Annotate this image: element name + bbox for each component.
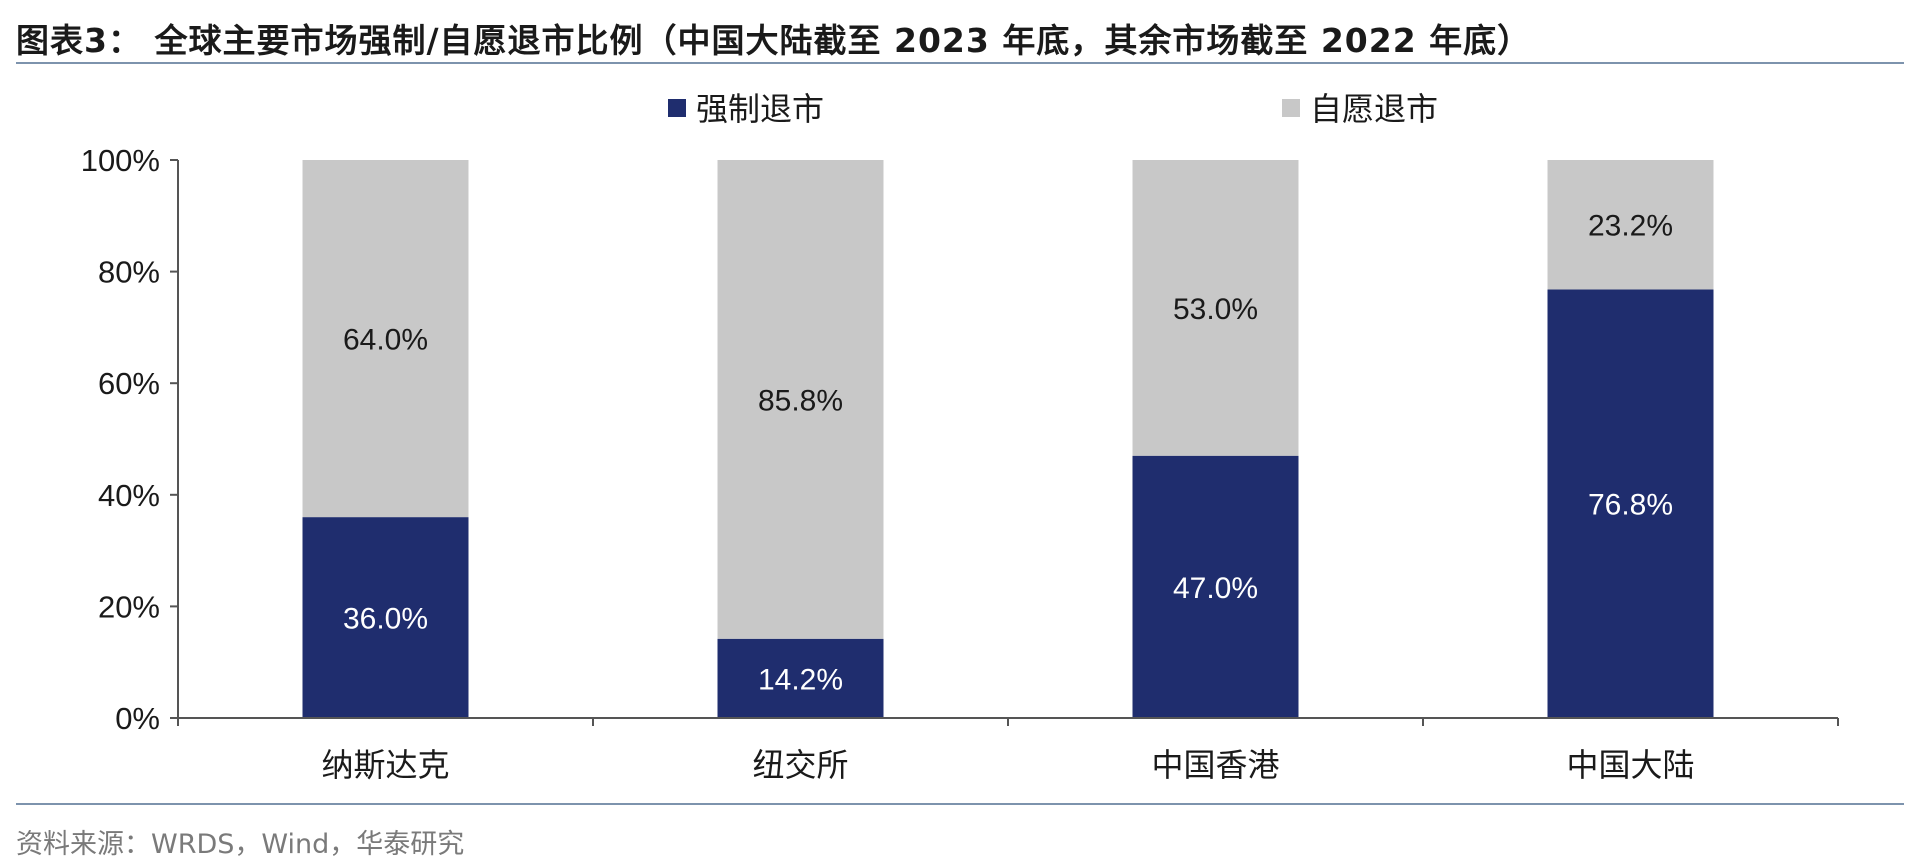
data-label-voluntary-3: 23.2% — [1588, 210, 1673, 243]
bar-forced-3 — [1547, 289, 1714, 718]
bars: 36.0% 64.0% 14.2% 85.8% 47.0% 53.0% 76.8% 23.2% — [302, 160, 1714, 718]
source-note: 资料来源：WRDS，Wind，华泰研究 — [16, 829, 465, 860]
bar-voluntary-2 — [1132, 160, 1299, 456]
data-label-forced-1: 14.2% — [758, 663, 843, 696]
legend-swatch-voluntary — [1282, 99, 1300, 117]
data-label-voluntary-2: 53.0% — [1173, 293, 1258, 326]
category-label-0: 纳斯达克 — [321, 746, 449, 784]
data-label-forced-3: 76.8% — [1588, 489, 1673, 522]
stacked-bar-chart: 强制退市 自愿退市 36.0% 64.0% 14.2% 85.8% 47.0% 53.0% 7… — [81, 90, 1839, 784]
y-tick-label-4: 80% — [98, 255, 160, 290]
legend-label-voluntary: 自愿退市 — [1310, 90, 1438, 128]
category-label-1: 纽交所 — [752, 746, 848, 784]
bar-forced-2 — [1132, 455, 1299, 718]
bar-voluntary-3 — [1547, 160, 1714, 290]
data-label-voluntary-0: 64.0% — [343, 324, 428, 357]
y-tick-label-2: 40% — [98, 478, 160, 513]
y-tick-label-0: 0% — [115, 701, 160, 736]
legend-swatch-forced — [668, 99, 686, 117]
bar-voluntary-0 — [302, 160, 469, 518]
legend: 强制退市 自愿退市 — [668, 90, 1438, 128]
figure-title: 图表3： 全球主要市场强制/自愿退市比例（中国大陆截至 2023 年底，其余市场… — [16, 21, 1532, 60]
y-tick-label-1: 20% — [98, 589, 160, 624]
bar-forced-1 — [717, 638, 884, 718]
axes: 纳斯达克 纽交所 中国香港 中国大陆 0% 20% 40% 60% 80% 100% — [81, 143, 1839, 784]
category-label-3: 中国大陆 — [1566, 746, 1694, 784]
y-tick-label-5: 100% — [81, 143, 160, 178]
top-rule — [16, 62, 1904, 64]
category-label-2: 中国香港 — [1151, 746, 1279, 784]
legend-label-forced: 强制退市 — [696, 90, 824, 128]
bar-voluntary-1 — [717, 160, 884, 639]
y-tick-label-3: 60% — [98, 366, 160, 401]
bar-forced-0 — [302, 517, 469, 718]
data-label-voluntary-1: 85.8% — [758, 384, 843, 417]
data-label-forced-0: 36.0% — [343, 603, 428, 636]
data-label-forced-2: 47.0% — [1173, 572, 1258, 605]
bottom-rule — [16, 803, 1904, 805]
